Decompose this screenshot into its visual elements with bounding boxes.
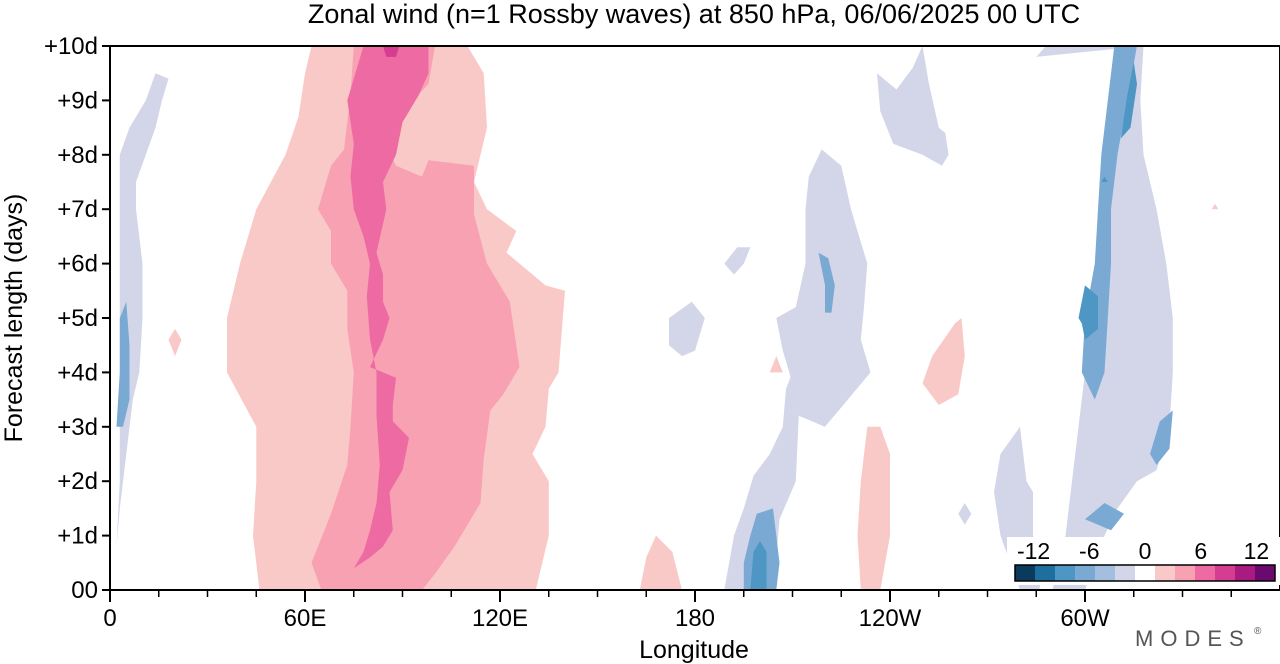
contour-region-pale-pink-7 (1211, 203, 1219, 210)
y-tick-label: +1d (57, 523, 98, 550)
contour-region-pale-blue-20 (877, 46, 949, 166)
x-tick-label: 0 (103, 605, 116, 632)
x-tick-label: 120W (859, 605, 922, 632)
y-tick-label: +10d (44, 33, 98, 60)
colorbar-swatch (1135, 565, 1155, 581)
x-tick-label: 60E (284, 605, 327, 632)
colorbar-swatch (1055, 565, 1075, 581)
contour-region-pale-blue-11 (116, 73, 169, 547)
contour-region-medium-blue-29 (1101, 176, 1108, 182)
y-tick-label: +8d (57, 142, 98, 169)
colorbar-swatch (1155, 565, 1175, 581)
contour-layer (116, 46, 1219, 590)
colorbar-label: -12 (1017, 538, 1050, 564)
contour-region-light-blue-19 (818, 252, 835, 313)
colorbar-swatch (1255, 565, 1275, 581)
colorbar-swatch (1235, 565, 1255, 581)
contour-region-pale-blue-18 (776, 149, 871, 427)
x-axis: 0 60E 120E 180 120W 60W (103, 590, 1232, 632)
y-tick-label: 00 (71, 577, 98, 604)
contour-region-magenta-10 (383, 46, 400, 57)
contour-region-pale-blue-17 (724, 247, 751, 275)
colorbar-swatch (1075, 565, 1095, 581)
x-tick-label: 60W (1060, 605, 1110, 632)
contour-region-pink-9 (347, 46, 429, 569)
contour-region-medium-blue-15 (750, 541, 767, 590)
contour-region-medium-blue-28 (1120, 62, 1137, 139)
y-tick-label: +7d (57, 196, 98, 223)
colorbar-label: 12 (1244, 538, 1270, 564)
y-tick-label: +6d (57, 251, 98, 278)
y-axis-label: Forecast length (days) (0, 194, 28, 443)
colorbar-swatch (1195, 565, 1215, 581)
colorbar-label: -6 (1079, 538, 1099, 564)
x-axis-label: Longitude (639, 636, 749, 664)
chart-title: Zonal wind (n=1 Rossby waves) at 850 hPa… (308, 0, 1080, 29)
x-tick-label: 180 (675, 605, 715, 632)
modes-logo-text: MODES (1135, 626, 1251, 651)
contour-region-pale-pink-4 (857, 426, 890, 590)
colorbar-swatch (1175, 565, 1195, 581)
contour-region-pale-blue-21 (958, 503, 972, 525)
contour-region-pale-pink-1 (168, 328, 182, 357)
colorbar-legend: -12 -6 0 6 12 (1007, 537, 1280, 585)
contour-region-pale-pink-5 (922, 318, 965, 405)
colorbar-swatch (1095, 565, 1115, 581)
y-tick-label: +3d (57, 414, 98, 441)
trademark-mark: ® (1254, 626, 1262, 637)
y-tick-label: +4d (57, 359, 98, 386)
contour-region-medium-blue-27 (1078, 285, 1098, 340)
contour-region-pale-pink-6 (769, 356, 783, 373)
contour-region-light-blue-12 (116, 301, 130, 427)
y-tick-label: +2d (57, 468, 98, 495)
modes-logo: MODES ® (1135, 626, 1262, 651)
contour-region-pale-pink-2 (513, 568, 530, 580)
contour-region-pale-blue-16 (669, 301, 705, 357)
y-tick-label: +5d (57, 305, 98, 332)
colorbar-label: 0 (1139, 538, 1152, 564)
contour-region-light-blue-25 (1085, 503, 1124, 531)
colorbar-swatch (1215, 565, 1235, 581)
colorbar-label: 6 (1194, 538, 1207, 564)
colorbar-swatch (1035, 565, 1055, 581)
y-tick-label: +9d (57, 87, 98, 114)
colorbar-swatch (1115, 565, 1135, 581)
contour-region-pale-pink-3 (639, 535, 682, 590)
colorbar-swatch (1015, 565, 1035, 581)
contour-region-pale-blue-13 (724, 372, 806, 590)
y-axis: 00 +1d +2d +3d +4d +5d +6d +7d +8d +9d +10d (44, 33, 110, 604)
contour-region-light-blue-26 (1150, 410, 1173, 465)
colorbar-frame (1014, 564, 1276, 582)
x-tick-label: 120E (472, 605, 528, 632)
